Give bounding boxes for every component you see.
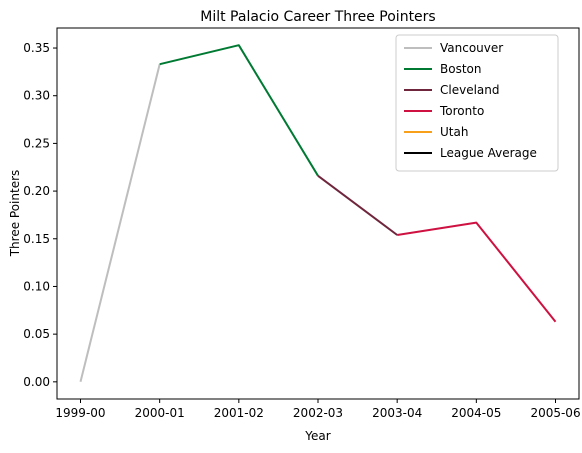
y-tick-label: 0.10 bbox=[23, 279, 50, 293]
legend-entry-toronto: Toronto bbox=[439, 104, 484, 118]
x-tick-label: 2001-02 bbox=[214, 406, 264, 420]
y-tick-label: 0.15 bbox=[23, 232, 50, 246]
x-axis-label: Year bbox=[304, 429, 330, 443]
series-line-toronto bbox=[397, 221, 557, 323]
x-tick-label: 2005-06 bbox=[530, 406, 580, 420]
series-line-vancouver bbox=[79, 63, 161, 383]
legend-entry-vancouver: Vancouver bbox=[440, 41, 503, 55]
x-tick-label: 2000-01 bbox=[135, 406, 185, 420]
y-tick-label: 0.20 bbox=[23, 184, 50, 198]
y-axis-label: Three Pointers bbox=[8, 170, 22, 258]
y-axis: 0.00 0.05 0.10 0.15 0.20 0.25 0.30 0.35 bbox=[23, 41, 57, 389]
x-tick-label: 1999-00 bbox=[55, 406, 105, 420]
x-axis: 1999-00 2000-01 2001-02 2002-03 2003-04 2004-… bbox=[55, 399, 581, 420]
legend-entry-cleveland: Cleveland bbox=[440, 83, 500, 97]
legend-entry-league-average: League Average bbox=[440, 146, 537, 160]
x-tick-label: 2003-04 bbox=[372, 406, 422, 420]
legend-entry-utah: Utah bbox=[440, 125, 468, 139]
legend-box bbox=[395, 34, 559, 172]
series-lines bbox=[79, 44, 557, 383]
y-tick-label: 0.25 bbox=[23, 136, 50, 150]
y-tick-label: 0.00 bbox=[23, 375, 50, 389]
y-tick-label: 0.35 bbox=[23, 41, 50, 55]
series-line-boston bbox=[159, 44, 319, 177]
x-tick-label: 2004-05 bbox=[451, 406, 501, 420]
legend: Vancouver Boston Cleveland Toronto Utah Leagu… bbox=[395, 34, 559, 172]
chart-title: Milt Palacio Career Three Pointers bbox=[200, 9, 435, 25]
x-tick-label: 2002-03 bbox=[293, 406, 343, 420]
y-tick-label: 0.30 bbox=[23, 89, 50, 103]
y-tick-label: 0.05 bbox=[23, 327, 50, 341]
series-line-cleveland bbox=[317, 174, 398, 236]
legend-entry-boston: Boston bbox=[440, 62, 481, 76]
